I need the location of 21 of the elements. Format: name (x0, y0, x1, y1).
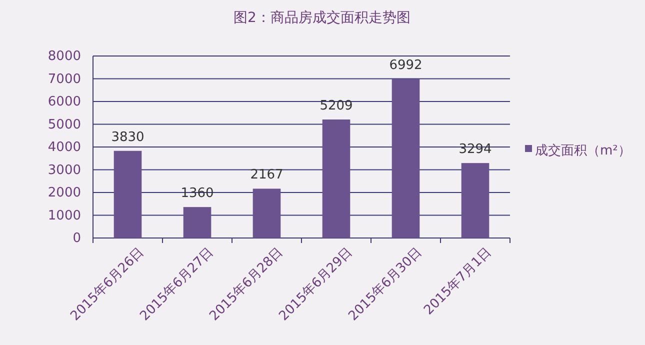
data-label: 5209 (320, 98, 353, 114)
y-tick-label: 7000 (48, 72, 81, 87)
data-label: 2167 (250, 168, 284, 183)
data-label: 6992 (389, 58, 422, 73)
bar (322, 119, 350, 238)
data-label: 3830 (111, 130, 144, 145)
y-tick-label: 6000 (48, 94, 81, 110)
y-tick-label: 8000 (48, 49, 81, 64)
bar (114, 150, 142, 238)
bar (461, 163, 490, 238)
chart-title: 图2：商品房成交面积走势图 (234, 10, 410, 26)
y-tick-label: 2000 (48, 186, 81, 201)
y-tick-label: 3000 (48, 162, 81, 178)
y-tick-label: 1000 (48, 208, 81, 224)
y-tick-label: 4000 (48, 140, 81, 156)
legend-label: 成交面积（m²） (535, 142, 631, 159)
bar (252, 188, 281, 238)
y-tick-label: 5000 (48, 117, 81, 132)
y-tick-label: 0 (72, 231, 81, 246)
bar (392, 78, 420, 238)
bar (183, 207, 212, 238)
